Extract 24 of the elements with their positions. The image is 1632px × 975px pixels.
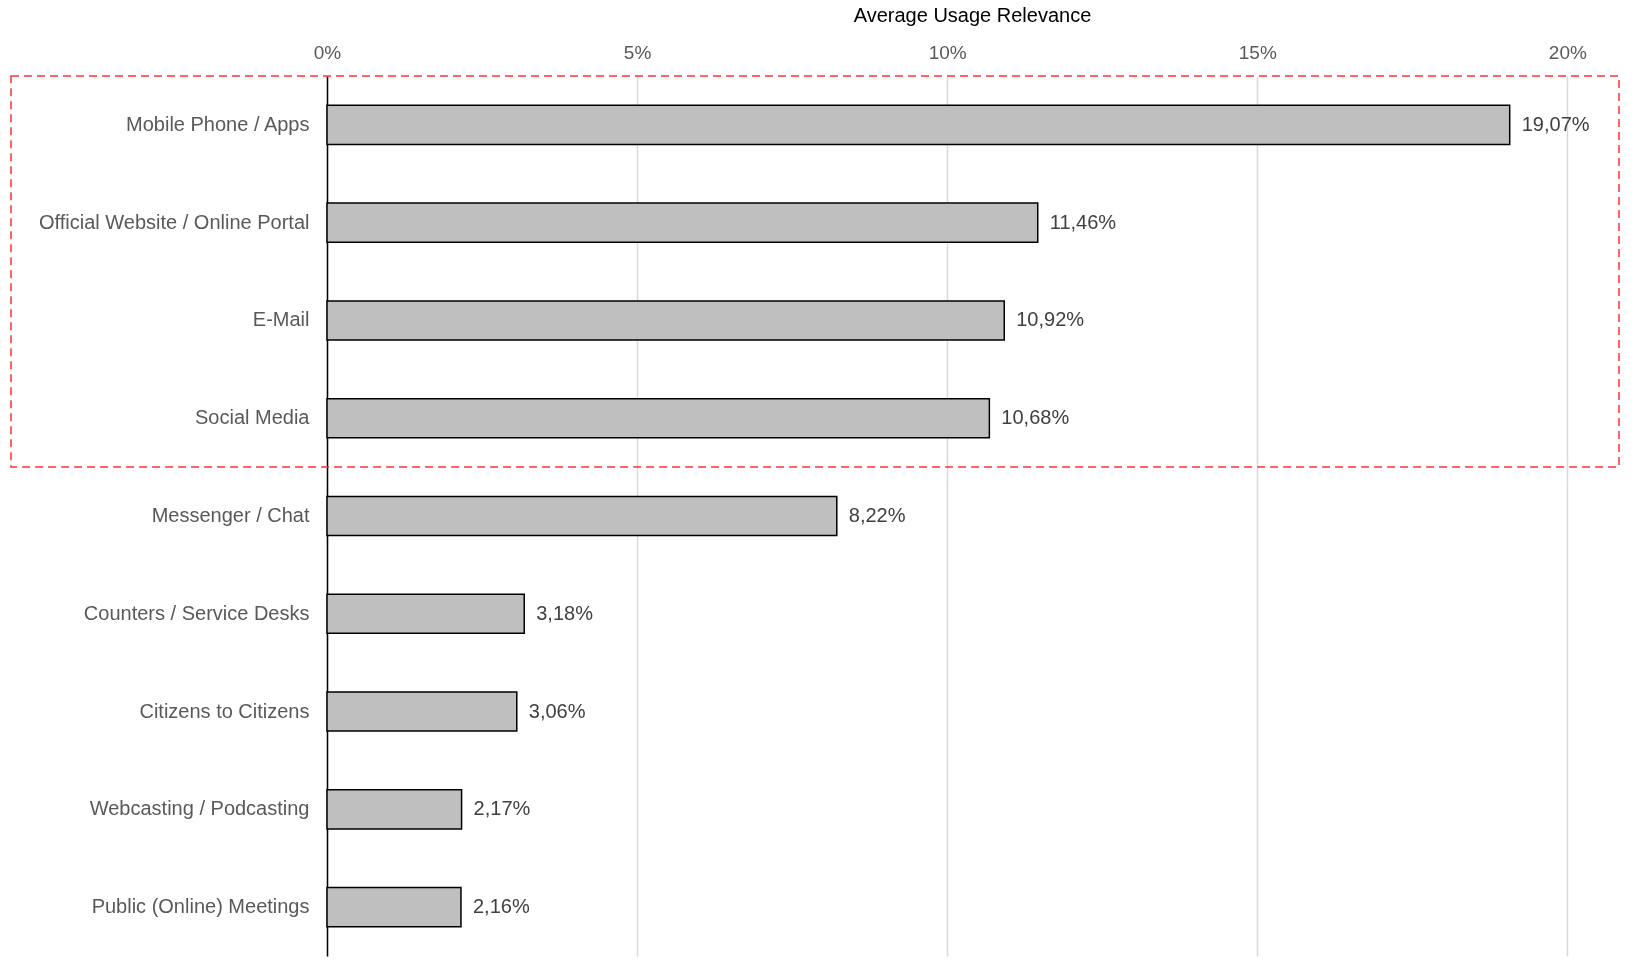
y-tick-label: Citizens to Citizens	[139, 699, 310, 722]
x-tick-label: 15%	[1238, 41, 1277, 63]
y-tick-label: Official Website / Online Portal	[39, 210, 310, 233]
y-tick-label: Mobile Phone / Apps	[126, 112, 310, 135]
y-tick-label: Public (Online) Meetings	[91, 895, 310, 918]
y-tick-label: Messenger / Chat	[151, 504, 310, 526]
y-tick-label: Social Media	[194, 406, 311, 429]
x-tick-label: 10%	[928, 41, 967, 63]
data-label: 2,16%	[472, 895, 530, 918]
y-tick-label: Counters / Service Desks	[83, 601, 310, 624]
x-tick-label: 20%	[1548, 41, 1587, 63]
data-label: 3,18%	[536, 601, 594, 624]
data-label: 10,92%	[1016, 308, 1085, 331]
x-tick-label: 5%	[623, 41, 652, 63]
data-label: 2,17%	[473, 797, 531, 820]
y-tick-label: E-Mail	[252, 308, 310, 331]
data-label: 11,46%	[1049, 210, 1117, 233]
data-label: 3,06%	[528, 699, 586, 722]
x-tick-label: 0%	[313, 41, 342, 63]
data-label: 19,07%	[1521, 112, 1590, 135]
x-axis-title: Average Usage Relevance	[853, 3, 1092, 26]
y-tick-label: Webcasting / Podcasting	[89, 797, 310, 820]
data-label: 10,68%	[1001, 406, 1070, 429]
data-label: 8,22%	[848, 504, 906, 526]
